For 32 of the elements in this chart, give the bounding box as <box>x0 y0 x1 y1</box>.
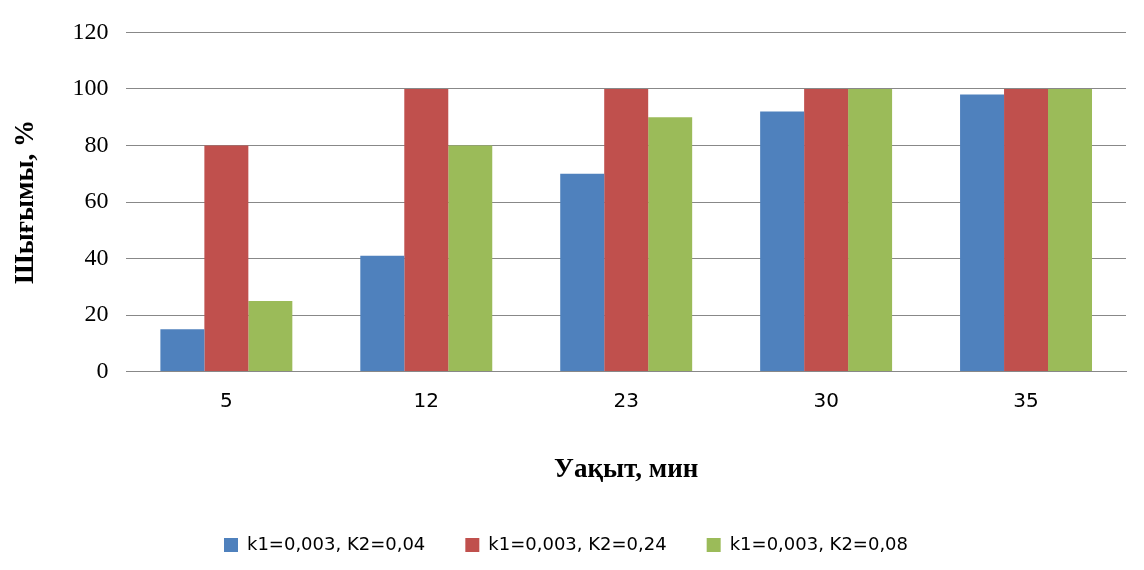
x-axis-title: Уақыт, мин <box>554 452 699 483</box>
bar <box>804 88 849 372</box>
bar <box>560 173 605 372</box>
bar <box>1048 88 1093 372</box>
bar <box>848 88 893 372</box>
y-axis-title: Шығымы, % <box>9 119 40 285</box>
bar <box>960 94 1005 372</box>
bar <box>760 111 805 372</box>
bar <box>248 300 293 372</box>
bar <box>448 145 493 372</box>
legend-label: k1=0,003, K2=0,24 <box>488 532 667 554</box>
bar <box>360 255 405 372</box>
bar <box>1004 88 1049 372</box>
legend-label: k1=0,003, K2=0,04 <box>246 532 426 554</box>
bar <box>648 117 693 372</box>
y-tick-label: 80 <box>84 130 109 157</box>
x-tick-label: 5 <box>219 387 233 412</box>
x-tick-label: 30 <box>813 387 839 412</box>
y-tick-label: 100 <box>72 74 109 101</box>
bar <box>604 88 649 372</box>
y-tick-label: 20 <box>84 300 109 327</box>
bar <box>404 88 449 372</box>
bar <box>204 145 249 372</box>
x-tick-label: 23 <box>613 387 639 412</box>
x-tick-label: 12 <box>413 387 440 412</box>
y-tick-label: 120 <box>72 17 109 44</box>
y-tick-label: 60 <box>84 187 109 214</box>
x-tick-label: 35 <box>1013 387 1039 412</box>
y-tick-label: 40 <box>84 243 109 270</box>
bar <box>160 329 205 372</box>
y-tick-label: 0 <box>96 356 109 383</box>
legend-label: k1=0,003, K2=0,08 <box>729 532 909 554</box>
